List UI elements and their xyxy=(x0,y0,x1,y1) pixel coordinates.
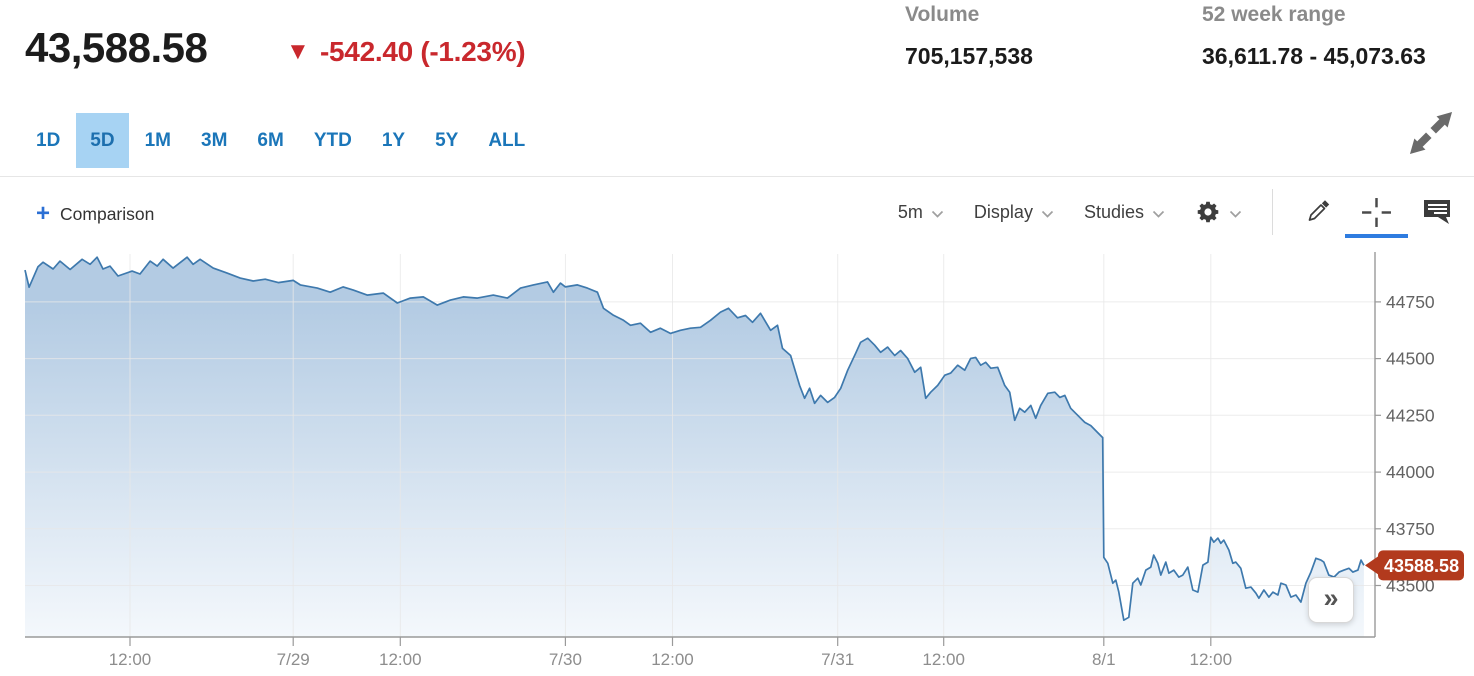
y-tick-label: 44250 xyxy=(1386,405,1435,425)
expand-chart-button[interactable] xyxy=(1400,102,1462,164)
range-tab-1y[interactable]: 1Y xyxy=(381,130,406,151)
range-tab-3m[interactable]: 3M xyxy=(201,130,228,151)
x-tick-label: 7/31 xyxy=(821,650,854,669)
x-tick-label: 7/30 xyxy=(549,650,582,669)
chevron-down-icon xyxy=(931,210,944,218)
range-tab-all[interactable]: ALL xyxy=(488,130,526,151)
draw-tool-button[interactable] xyxy=(1303,198,1331,226)
volume-stat: Volume 705,157,538 xyxy=(905,3,1033,70)
y-tick-label: 43750 xyxy=(1386,519,1435,539)
price-change: -542.40 (-1.23%) xyxy=(320,36,526,67)
x-tick-label: 8/1 xyxy=(1092,650,1116,669)
comparison-label: Comparison xyxy=(60,203,155,224)
x-tick-label: 12:00 xyxy=(922,650,965,669)
studies-label: Studies xyxy=(1083,201,1144,222)
expand-arrows-icon xyxy=(1409,111,1453,155)
range-tab-5y[interactable]: 5Y xyxy=(435,130,459,151)
active-tool-underline xyxy=(1345,233,1408,238)
comment-icon xyxy=(1424,200,1450,224)
pencil-icon xyxy=(1308,200,1330,221)
interval-dropdown[interactable]: 5m xyxy=(898,202,944,223)
price-line xyxy=(24,256,1365,622)
range-tab-1d[interactable]: 1D xyxy=(36,130,61,151)
studies-dropdown[interactable]: Studies xyxy=(1084,202,1165,223)
chevron-down-icon xyxy=(1229,210,1242,218)
price-chart[interactable]: 12:00 7/29 12:00 7/30 12:00 7/31 12:00 8/1 12:00… xyxy=(0,246,1474,671)
range-value: 36,611.78 - 45,073.63 xyxy=(1202,43,1426,69)
last-price: 43,588.58 xyxy=(25,24,208,71)
volume-label: Volume xyxy=(905,3,980,26)
display-dropdown[interactable]: Display xyxy=(974,202,1054,223)
last-price-tag: 43588.58 xyxy=(1365,550,1464,581)
x-tick-label: 12:00 xyxy=(651,650,694,669)
crosshair-icon xyxy=(1362,197,1391,227)
add-comparison-button[interactable]: + Comparison xyxy=(36,202,154,226)
chart-plot-area[interactable]: 12:00 7/29 12:00 7/30 12:00 7/31 12:00 8/1 12:00… xyxy=(0,246,1474,671)
interval-value: 5m xyxy=(897,201,923,222)
y-tick-label: 44500 xyxy=(1386,349,1435,369)
gear-icon xyxy=(1197,201,1219,223)
chevron-down-icon xyxy=(1041,210,1054,218)
x-tick-label: 7/29 xyxy=(277,650,310,669)
chart-toolbar: 5m Display Studies xyxy=(898,188,1452,238)
y-tick-label: 43500 xyxy=(1386,576,1435,596)
x-tick-label: 12:00 xyxy=(379,650,422,669)
range-tab-1m[interactable]: 1M xyxy=(144,130,171,151)
annotation-button[interactable] xyxy=(1422,199,1452,225)
x-tick-label: 12:00 xyxy=(1190,650,1233,669)
range-tab-ytd[interactable]: YTD xyxy=(313,130,352,151)
y-tick-label: 44000 xyxy=(1386,462,1435,482)
plus-icon: + xyxy=(36,200,51,227)
range-tab-5d[interactable]: 5D xyxy=(76,113,129,168)
down-arrow-icon: ▼ xyxy=(286,38,310,65)
range-tab-bar: 1D 5D 1M 3M 6M YTD 1Y 5Y ALL xyxy=(22,113,541,168)
y-tick-label: 44750 xyxy=(1386,292,1435,312)
range-tab-6m[interactable]: 6M xyxy=(257,130,284,151)
volume-value: 705,157,538 xyxy=(905,43,1033,69)
price-area xyxy=(25,257,1364,637)
crosshair-tool-button[interactable] xyxy=(1345,197,1408,238)
chevron-down-icon xyxy=(1152,210,1165,218)
display-label: Display xyxy=(973,201,1033,222)
52-week-range-stat: 52 week range 36,611.78 - 45,073.63 xyxy=(1202,3,1426,70)
range-label: 52 week range xyxy=(1202,3,1346,26)
toolbar-divider xyxy=(1272,189,1273,235)
x-tick-label: 12:00 xyxy=(109,650,152,669)
collapse-axis-button[interactable]: » xyxy=(1308,577,1354,623)
section-divider xyxy=(0,176,1474,177)
last-price-tag-label: 43588.58 xyxy=(1384,556,1459,576)
settings-dropdown[interactable] xyxy=(1195,199,1242,225)
